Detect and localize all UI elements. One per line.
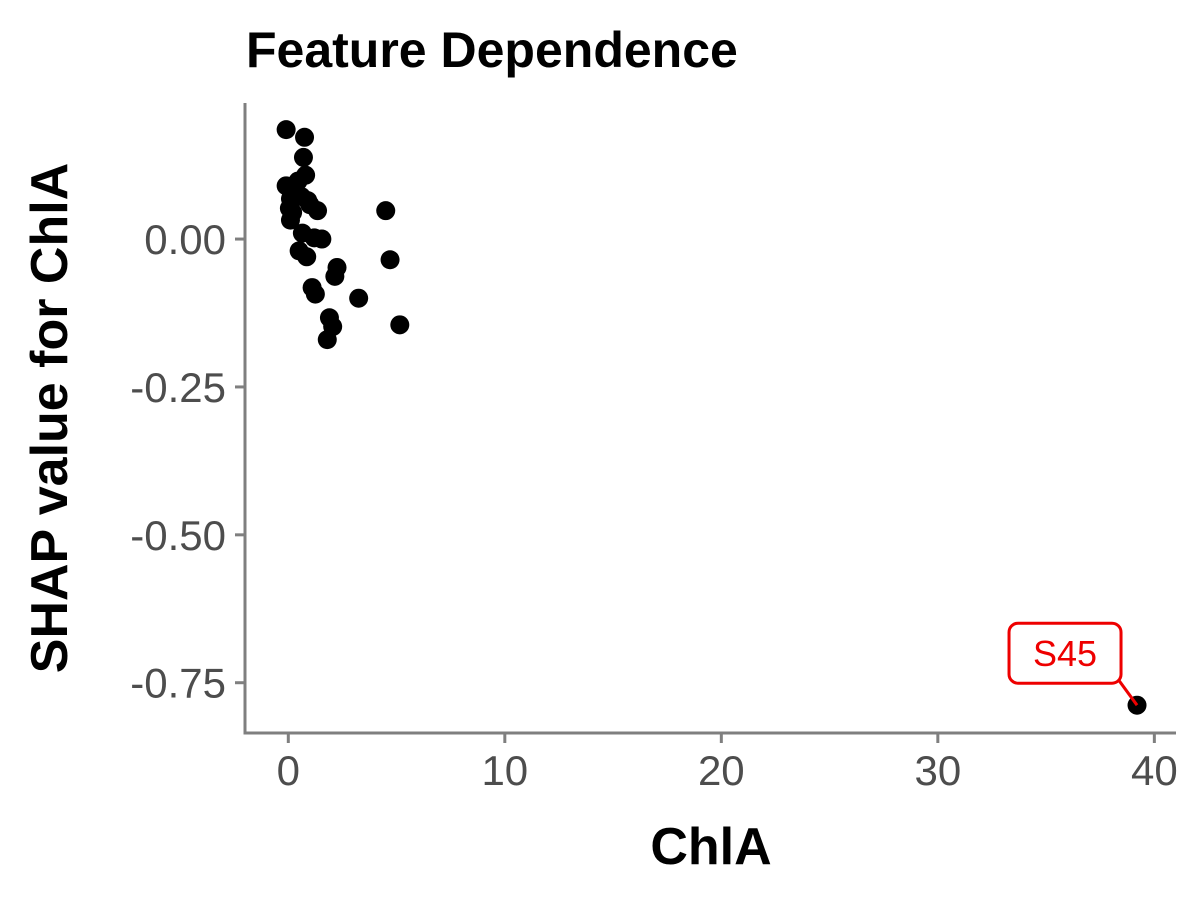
annotations: S45: [1007, 621, 1139, 707]
ticks: 0 10 20 30 40 0.00 -0.25 -0.50 -0.75: [130, 216, 1177, 794]
data-point: [276, 120, 296, 140]
data-point: [295, 127, 315, 147]
data-point: [293, 147, 313, 167]
axes: [243, 103, 1176, 735]
y-tick-label: 0.00: [144, 216, 226, 263]
annotation-label-group: S45: [1007, 621, 1139, 707]
annotation-leader-line: [1116, 678, 1139, 707]
annotation-label: S45: [1033, 633, 1097, 674]
data-point: [390, 315, 410, 335]
y-tick-label: -0.25: [130, 364, 226, 411]
data-point: [305, 284, 325, 304]
data-point: [280, 210, 300, 230]
x-tick-label: 10: [481, 747, 528, 794]
data-point: [380, 250, 400, 270]
y-tick-label: -0.50: [130, 512, 226, 559]
y-tick-label: -0.75: [130, 660, 226, 707]
data-point: [297, 247, 317, 267]
data-point: [325, 266, 345, 286]
data-point: [312, 229, 332, 249]
x-tick-label: 30: [914, 747, 961, 794]
chart-title: Feature Dependence: [246, 22, 738, 78]
x-axis-title: ChlA: [650, 818, 771, 876]
y-axis-title: SHAP value for ChlA: [21, 163, 79, 673]
points: [276, 120, 1147, 715]
annotation-box: [1007, 621, 1123, 685]
data-point: [376, 201, 396, 221]
data-point: [317, 330, 337, 350]
x-tick-label: 20: [698, 747, 745, 794]
x-tick-label: 0: [277, 747, 300, 794]
data-point: [308, 201, 328, 221]
data-point: [349, 288, 369, 308]
x-tick-label: 40: [1131, 747, 1178, 794]
